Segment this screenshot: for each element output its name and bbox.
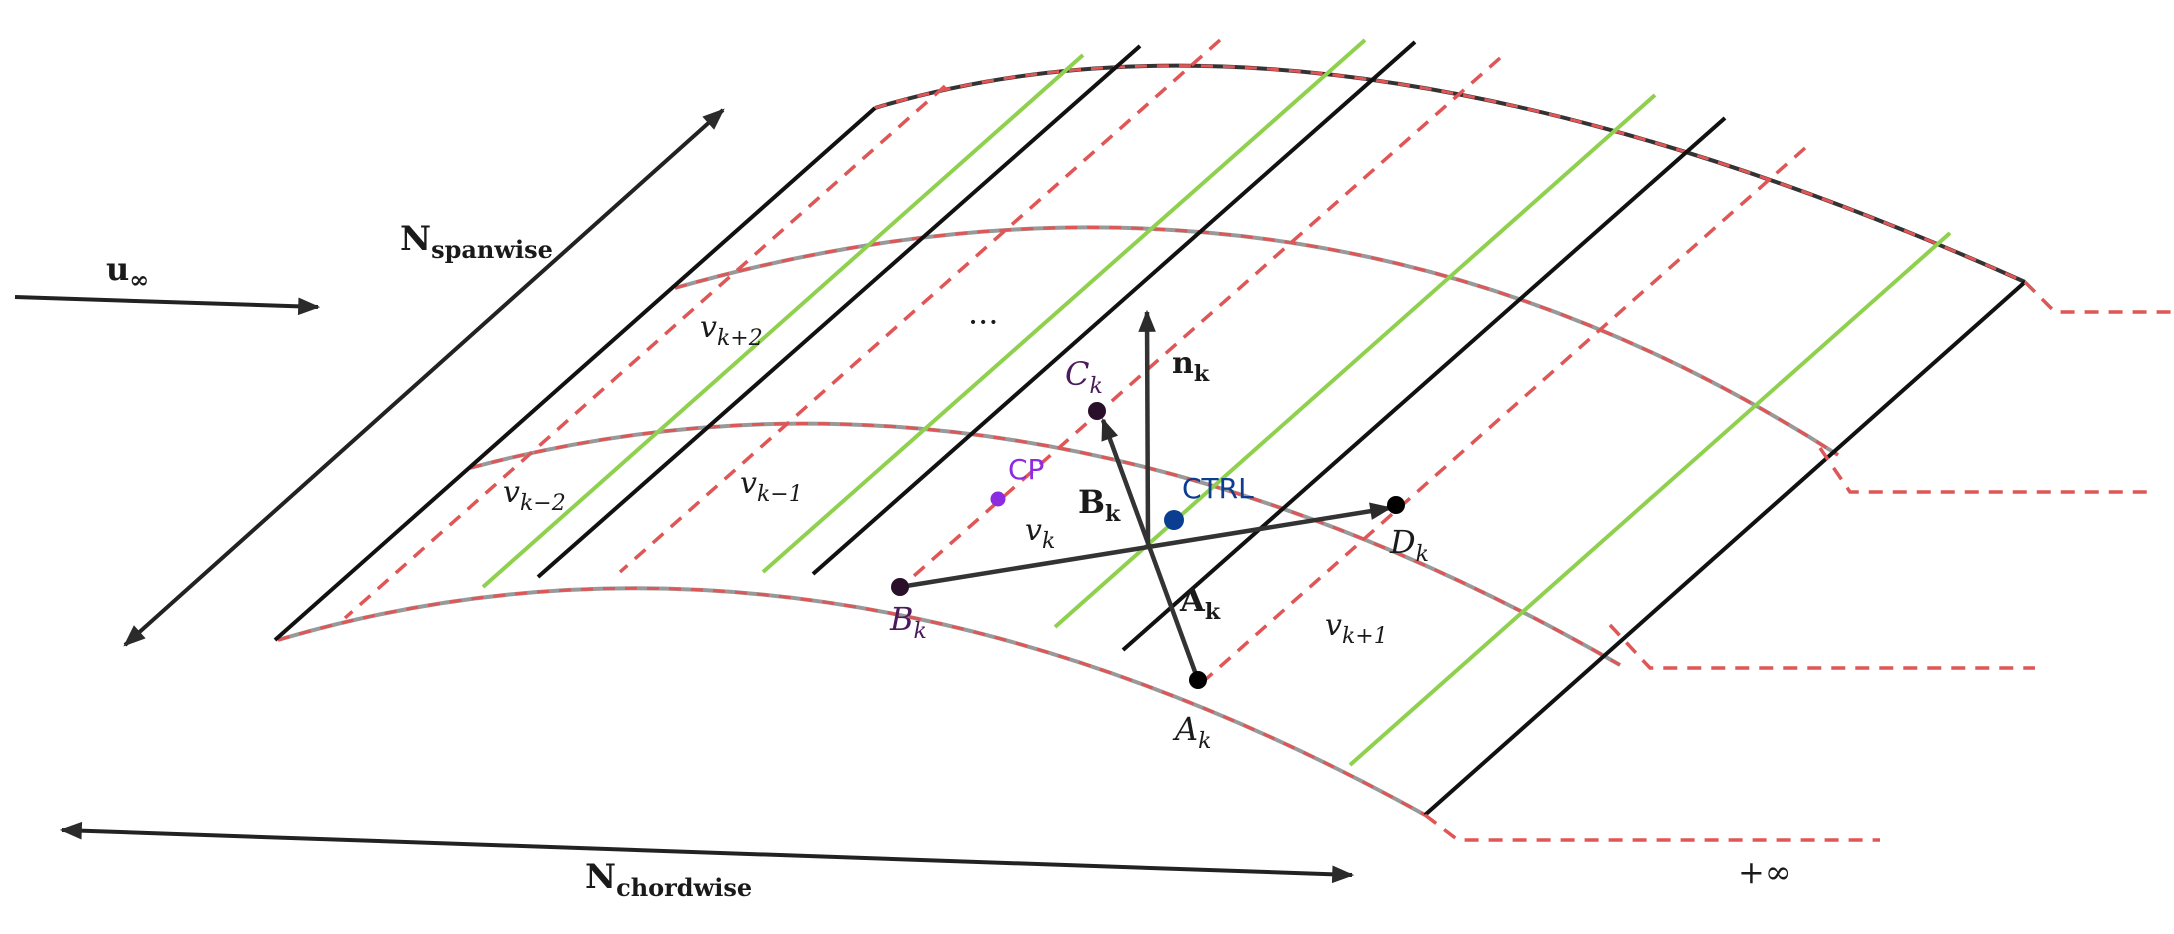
vector-B-label: Bk	[1078, 483, 1121, 527]
axis-arrows	[14, 108, 1355, 884]
point-A	[1189, 671, 1207, 689]
ring-line-0	[343, 84, 947, 620]
panel-edge-3	[1121, 116, 1727, 652]
panel-points	[891, 402, 1405, 689]
spanwise-count-label: Nspanwise	[400, 219, 553, 264]
chordwise-count-label: Nchordwise	[585, 857, 752, 902]
vector-A-label: Ak	[1179, 581, 1221, 625]
point-A-label: Ak	[1172, 710, 1211, 754]
wake-line-0	[2023, 280, 2174, 314]
leading-edge-curve-dash	[874, 64, 2026, 284]
point-B-label: Bk	[889, 600, 927, 644]
vortex-ring-lines	[343, 38, 1807, 682]
point-D	[1387, 496, 1405, 514]
labels: u∞ Nspanwise Nchordwise ··· +∞ vk+2 vk−2…	[106, 219, 1791, 902]
wake-line-2	[1608, 623, 2035, 670]
ring-line-3	[1203, 146, 1807, 682]
panel-label-v-k-plus-1: vk+1	[1325, 608, 1388, 649]
wake-lines	[1423, 280, 2174, 842]
panel-label-v-k-minus-2: vk−2	[503, 475, 566, 516]
trailing-edge-curve	[277, 586, 1426, 817]
freestream-arrow	[14, 295, 321, 316]
normal-vector	[1138, 309, 1156, 543]
wake-line-3	[1423, 813, 1880, 842]
quarter-chord-lines	[481, 38, 1952, 767]
surface-outlines	[277, 63, 2026, 817]
point-C-label: Ck	[1065, 355, 1103, 399]
quarter-chord-line-2	[1053, 93, 1657, 629]
vector-A	[899, 502, 1393, 590]
panel-label-v-k-plus-2: vk+2	[700, 310, 763, 351]
quarter-chord-line-1	[761, 38, 1367, 574]
control-point-label: CTRL	[1182, 472, 1254, 505]
freestream-label: u∞	[106, 250, 149, 294]
panel-label-v-k-minus-1: vk−1	[740, 466, 803, 507]
quarter-chord-line-3	[1348, 231, 1952, 767]
vector-B	[1100, 417, 1201, 681]
panel-vectors	[899, 309, 1393, 681]
panel-edge-1	[536, 44, 1142, 579]
point-D-label: Dk	[1389, 523, 1429, 567]
point-C	[1088, 402, 1106, 420]
panel-edges	[273, 40, 2027, 817]
point-B	[891, 578, 909, 596]
panel-edge-4	[1423, 280, 2027, 817]
panel-edge-0	[273, 106, 877, 642]
control-point-dot	[1164, 510, 1184, 530]
plus-infinity-label: +∞	[1738, 853, 1791, 891]
normal-vector-label: nk	[1172, 346, 1210, 387]
panel-label-v-k: vk	[1025, 513, 1055, 554]
spanwise-arrow	[123, 108, 725, 647]
panel-edge-2	[811, 40, 1417, 576]
ring-line-2	[896, 56, 1502, 592]
ellipsis-label: ···	[968, 303, 999, 341]
chordwise-arrow	[59, 821, 1355, 884]
leading-edge-curve	[874, 63, 2026, 284]
collocation-point-dot	[990, 491, 1006, 507]
ring-line-1	[618, 38, 1222, 574]
collocation-point-label: CP	[1008, 453, 1044, 486]
wake-line-1	[1818, 447, 2150, 494]
